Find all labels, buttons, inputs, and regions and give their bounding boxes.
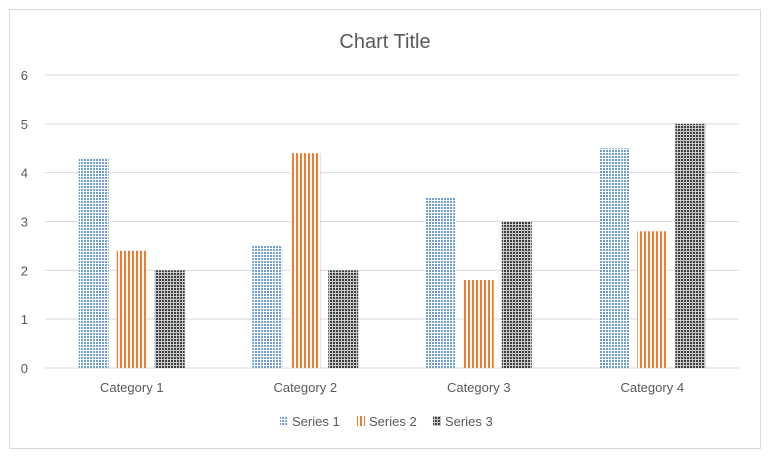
y-tick-label: 0: [21, 361, 28, 376]
legend-label-series-3: Series 3: [445, 414, 493, 429]
y-tick-label: 6: [21, 68, 28, 83]
bar-series-1-3: [425, 197, 456, 368]
bar-series-3-4: [675, 123, 706, 368]
chart-title: Chart Title: [339, 31, 430, 53]
bar-series-1-1: [78, 158, 109, 368]
x-tick-label: Category 1: [100, 380, 164, 395]
y-tick-label: 3: [21, 215, 28, 230]
y-tick-label: 5: [21, 117, 28, 132]
bar-series-3-1: [154, 270, 185, 368]
bars: [78, 123, 706, 368]
bar-series-1-4: [599, 148, 630, 368]
x-axis-ticks: Category 1 Category 2 Category 3 Category 4: [100, 380, 684, 395]
legend: Series 1 Series 2 Series 3: [280, 414, 493, 429]
x-tick-label: Category 2: [273, 380, 337, 395]
x-tick-label: Category 4: [620, 380, 684, 395]
legend-swatch-series-2: [357, 416, 365, 426]
bar-series-2-1: [116, 250, 147, 368]
y-tick-label: 2: [21, 263, 28, 278]
bar-series-2-4: [637, 231, 668, 368]
bar-series-1-2: [252, 245, 283, 368]
y-axis-ticks: 0 1 2 3 4 5 6: [21, 68, 28, 376]
legend-swatch-series-1: [280, 416, 288, 426]
legend-label-series-2: Series 2: [369, 414, 417, 429]
x-tick-label: Category 3: [447, 380, 511, 395]
bar-series-2-3: [463, 280, 494, 368]
chart-area: [9, 9, 761, 449]
y-tick-label: 4: [21, 166, 28, 181]
legend-label-series-1: Series 1: [292, 414, 340, 429]
legend-swatch-series-3: [433, 416, 441, 426]
gridlines: [45, 74, 739, 369]
bar-series-3-3: [501, 221, 532, 368]
bar-series-3-2: [328, 270, 359, 368]
y-tick-label: 1: [21, 312, 28, 327]
bar-series-2-2: [290, 153, 321, 368]
